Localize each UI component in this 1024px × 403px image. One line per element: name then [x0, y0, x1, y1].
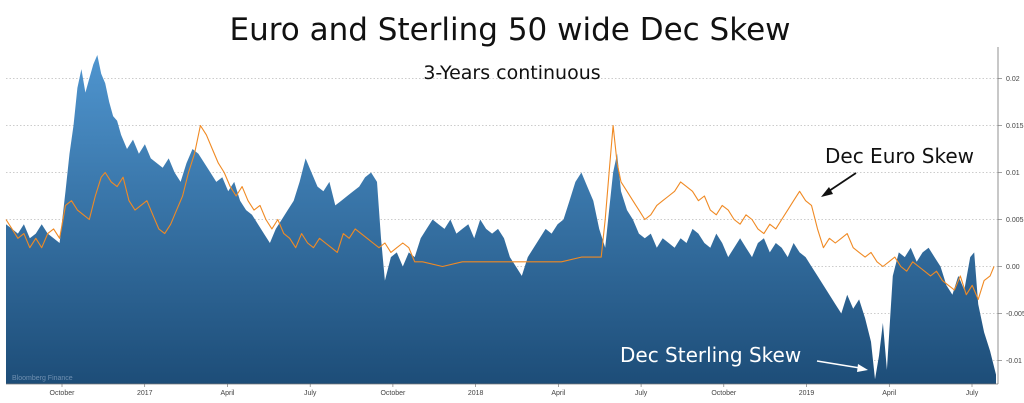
sterling-arrow-head: [857, 364, 868, 372]
euro-skew-line: [5, 124, 995, 300]
sterling-skew-area: [6, 55, 997, 384]
x-tick-label: April: [551, 390, 565, 397]
x-tick-label: 2017: [137, 390, 153, 397]
x-tick-label: April: [882, 390, 896, 397]
annotation-euro: Dec Euro Skew: [825, 144, 974, 168]
chart-text: Euro and Sterling 50 wide Dec Skew 3-Yea…: [12, 12, 974, 382]
euro-arrow-shaft: [825, 172, 857, 194]
euro-arrow-head: [821, 187, 833, 197]
sterling-arrow-shaft: [816, 360, 861, 369]
y-tick-label: 0.01: [1006, 170, 1020, 177]
chart-title: Euro and Sterling 50 wide Dec Skew: [229, 12, 790, 48]
y-tick-label: 0.015: [1006, 123, 1024, 130]
x-tick-label: October: [380, 390, 406, 397]
y-tick-label: 0.005: [1006, 217, 1024, 224]
sterling-area-layer: [6, 55, 997, 384]
x-tick-label: July: [635, 390, 648, 397]
x-tick-label: 2019: [799, 390, 815, 397]
x-tick-label: July: [304, 390, 317, 397]
x-tick-label: October: [50, 390, 76, 397]
x-tick-label: July: [966, 390, 979, 397]
annotation-arrows: [816, 172, 868, 372]
y-tick-label: -0.005: [1006, 311, 1024, 318]
annotation-sterling: Dec Sterling Skew: [620, 343, 801, 367]
chart-subtitle: 3-Years continuous: [423, 62, 600, 84]
x-tick-label: October: [711, 390, 737, 397]
euro-line-layer: [5, 124, 995, 300]
y-tick-label: -0.01: [1006, 358, 1022, 365]
y-tick-label: 0.00: [1006, 264, 1020, 271]
y-tick-label: 0.02: [1006, 76, 1020, 83]
x-tick-label: 2018: [468, 390, 484, 397]
x-tick-label: April: [220, 390, 234, 397]
axes: 0.02 0.015 0.01 0.005 0.00 -0.005 -0.01 October…: [6, 47, 1024, 397]
watermark: Bloomberg Finance: [12, 375, 73, 382]
